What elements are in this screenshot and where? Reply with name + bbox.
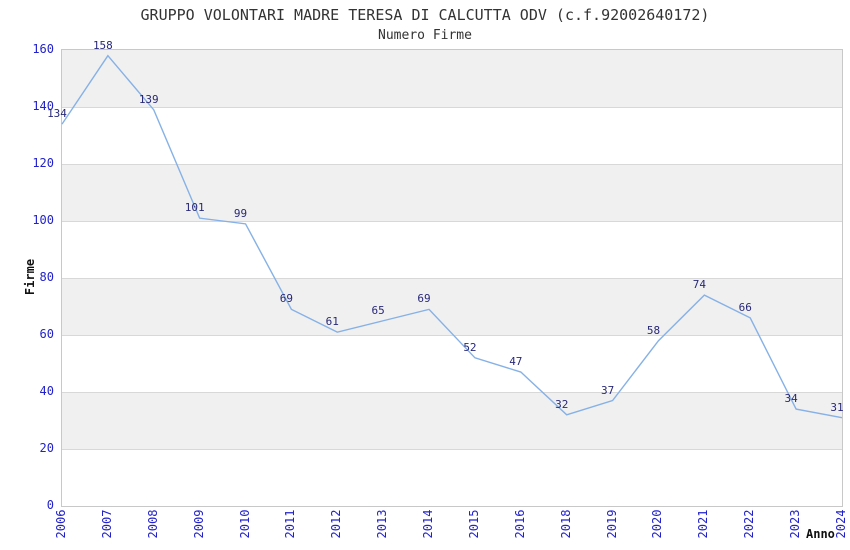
- y-tick-label: 140: [32, 99, 54, 113]
- data-point-label: 69: [417, 292, 431, 306]
- plot-area: [61, 49, 843, 507]
- x-tick-label: 2015: [466, 509, 481, 539]
- y-tick-label: 100: [32, 213, 54, 227]
- gridline: [62, 335, 842, 336]
- y-tick-label: 40: [39, 384, 54, 398]
- y-tick-label: 0: [46, 498, 54, 512]
- data-point-label: 65: [371, 303, 385, 317]
- data-point-label: 66: [738, 300, 752, 314]
- gridline: [62, 164, 842, 165]
- x-tick-label: 2009: [191, 509, 206, 539]
- x-tick-label: 2013: [375, 509, 390, 539]
- plot-band: [62, 50, 842, 107]
- data-point-label: 32: [555, 397, 569, 411]
- data-point-label: 31: [830, 400, 844, 414]
- gridline: [62, 392, 842, 393]
- x-tick-label: 2021: [696, 509, 711, 539]
- plot-band: [62, 392, 842, 449]
- gridline: [62, 221, 842, 222]
- series-line: [61, 54, 843, 419]
- data-point-label: 101: [184, 201, 205, 215]
- data-point-label: 34: [784, 392, 798, 406]
- gridline: [62, 107, 842, 108]
- data-point-label: 58: [646, 323, 661, 337]
- data-point-label: 37: [600, 383, 615, 397]
- x-tick-label: 2023: [788, 509, 803, 539]
- x-tick-label: 2022: [742, 509, 757, 539]
- x-axis-label: Anno: [806, 527, 835, 541]
- gridline: [62, 278, 842, 279]
- y-tick-label: 80: [39, 270, 54, 284]
- data-point-label: 158: [92, 38, 113, 52]
- x-tick-label: 2010: [237, 509, 252, 539]
- x-tick-label: 2018: [558, 509, 573, 539]
- y-tick-label: 160: [32, 42, 54, 56]
- x-tick-label: 2007: [99, 509, 114, 539]
- gridline: [62, 449, 842, 450]
- x-tick-label: 2024: [834, 509, 848, 539]
- data-point-label: 47: [509, 355, 523, 369]
- plot-band: [62, 278, 842, 335]
- x-tick-label: 2014: [421, 509, 436, 539]
- y-tick-label: 120: [32, 156, 54, 170]
- data-point-label: 61: [325, 315, 339, 329]
- data-point-label: 52: [463, 340, 477, 354]
- y-tick-label: 20: [39, 441, 54, 455]
- plot-band: [62, 164, 842, 221]
- data-point-label: 134: [47, 107, 67, 121]
- x-tick-label: 2008: [145, 509, 160, 539]
- y-tick-label: 60: [39, 327, 54, 341]
- data-point-label: 69: [279, 292, 294, 306]
- data-point-label: 74: [692, 278, 706, 292]
- x-tick-label: 2019: [604, 509, 619, 539]
- data-point-label: 99: [233, 206, 248, 220]
- x-tick-label: 2006: [54, 509, 68, 539]
- y-axis-label: Firme: [23, 258, 37, 296]
- line-series-svg: [61, 54, 843, 419]
- x-tick-label: 2020: [650, 509, 665, 539]
- x-tick-label: 2011: [283, 509, 298, 539]
- x-tick-label: 2012: [329, 509, 344, 539]
- data-point-label: 139: [138, 92, 159, 106]
- chart-title: GRUPPO VOLONTARI MADRE TERESA DI CALCUTT…: [140, 6, 710, 24]
- chart-subtitle: Numero Firme: [378, 28, 472, 43]
- x-tick-label: 2016: [512, 509, 527, 539]
